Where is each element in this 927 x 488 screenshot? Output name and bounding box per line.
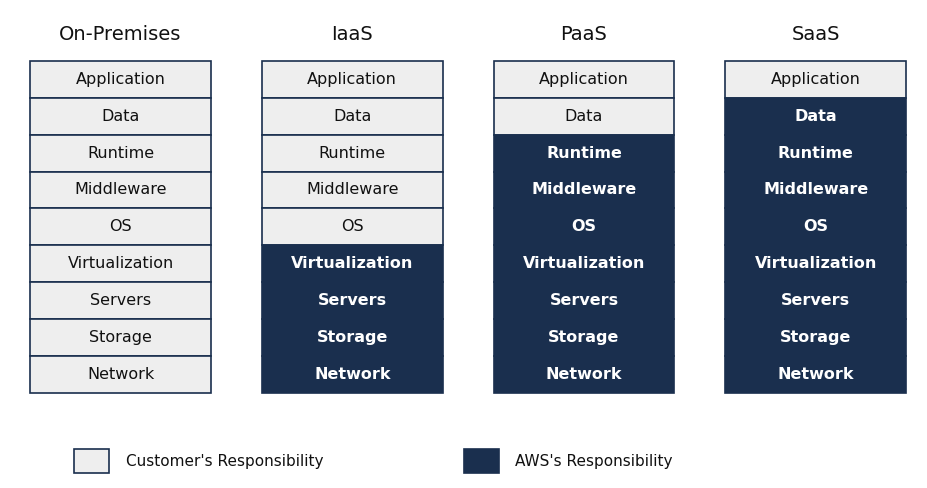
Text: Data: Data [794,109,837,124]
Text: Application: Application [308,72,397,87]
Bar [261,98,443,135]
Bar [725,171,906,208]
Bar [725,135,906,172]
Text: Middleware: Middleware [74,183,167,198]
Bar [261,319,443,356]
Bar [261,245,443,282]
Bar [261,356,443,392]
Bar [493,282,675,319]
Bar [261,61,443,98]
Text: Servers: Servers [90,293,151,308]
Bar [493,61,675,98]
Text: Middleware: Middleware [531,183,637,198]
Text: Virtualization: Virtualization [523,256,645,271]
Bar [493,171,675,208]
Text: Virtualization: Virtualization [755,256,877,271]
Text: Middleware: Middleware [763,183,869,198]
Text: Runtime: Runtime [778,145,854,161]
Bar [725,98,906,135]
Text: On-Premises: On-Premises [59,25,182,43]
Bar [725,245,906,282]
Bar [493,98,675,135]
Text: Network: Network [778,366,854,382]
Text: Middleware: Middleware [306,183,399,198]
Bar [30,171,210,208]
Text: Data: Data [101,109,140,124]
Text: Data: Data [333,109,372,124]
Text: OS: OS [109,219,132,234]
Text: Runtime: Runtime [87,145,154,161]
Bar [725,282,906,319]
Text: OS: OS [804,219,828,234]
Text: AWS's Responsibility: AWS's Responsibility [515,454,673,468]
Text: Network: Network [546,366,622,382]
Bar [493,245,675,282]
Text: Application: Application [76,72,165,87]
Text: OS: OS [572,219,596,234]
Text: Storage: Storage [317,330,387,345]
Bar [30,135,210,172]
Text: Network: Network [87,366,154,382]
Text: Application: Application [540,72,629,87]
Bar [30,61,210,98]
Text: Virtualization: Virtualization [291,256,413,271]
Text: Servers: Servers [318,293,387,308]
Bar [725,208,906,245]
Text: Storage: Storage [781,330,851,345]
Bar [261,282,443,319]
Bar [30,245,210,282]
Text: OS: OS [341,219,363,234]
Bar [493,319,675,356]
Bar [725,61,906,98]
Text: Servers: Servers [550,293,618,308]
Text: Data: Data [565,109,603,124]
Bar [493,208,675,245]
Bar [30,98,210,135]
Text: Virtualization: Virtualization [68,256,173,271]
Text: Customer's Responsibility: Customer's Responsibility [126,454,324,468]
Bar [74,449,109,473]
Text: IaaS: IaaS [331,25,374,43]
Bar [725,356,906,392]
Text: Storage: Storage [89,330,152,345]
Text: PaaS: PaaS [561,25,607,43]
Bar [725,319,906,356]
Bar [493,356,675,392]
Bar [261,171,443,208]
Text: Application: Application [771,72,860,87]
Text: SaaS: SaaS [792,25,840,43]
Bar [464,449,499,473]
Bar [261,135,443,172]
Text: Storage: Storage [549,330,619,345]
Text: Network: Network [314,366,390,382]
Bar [493,135,675,172]
Bar [30,208,210,245]
Text: Servers: Servers [781,293,850,308]
Text: Runtime: Runtime [319,145,386,161]
Bar [261,208,443,245]
Bar [30,282,210,319]
Bar [30,356,210,392]
Text: Runtime: Runtime [546,145,622,161]
Bar [30,319,210,356]
